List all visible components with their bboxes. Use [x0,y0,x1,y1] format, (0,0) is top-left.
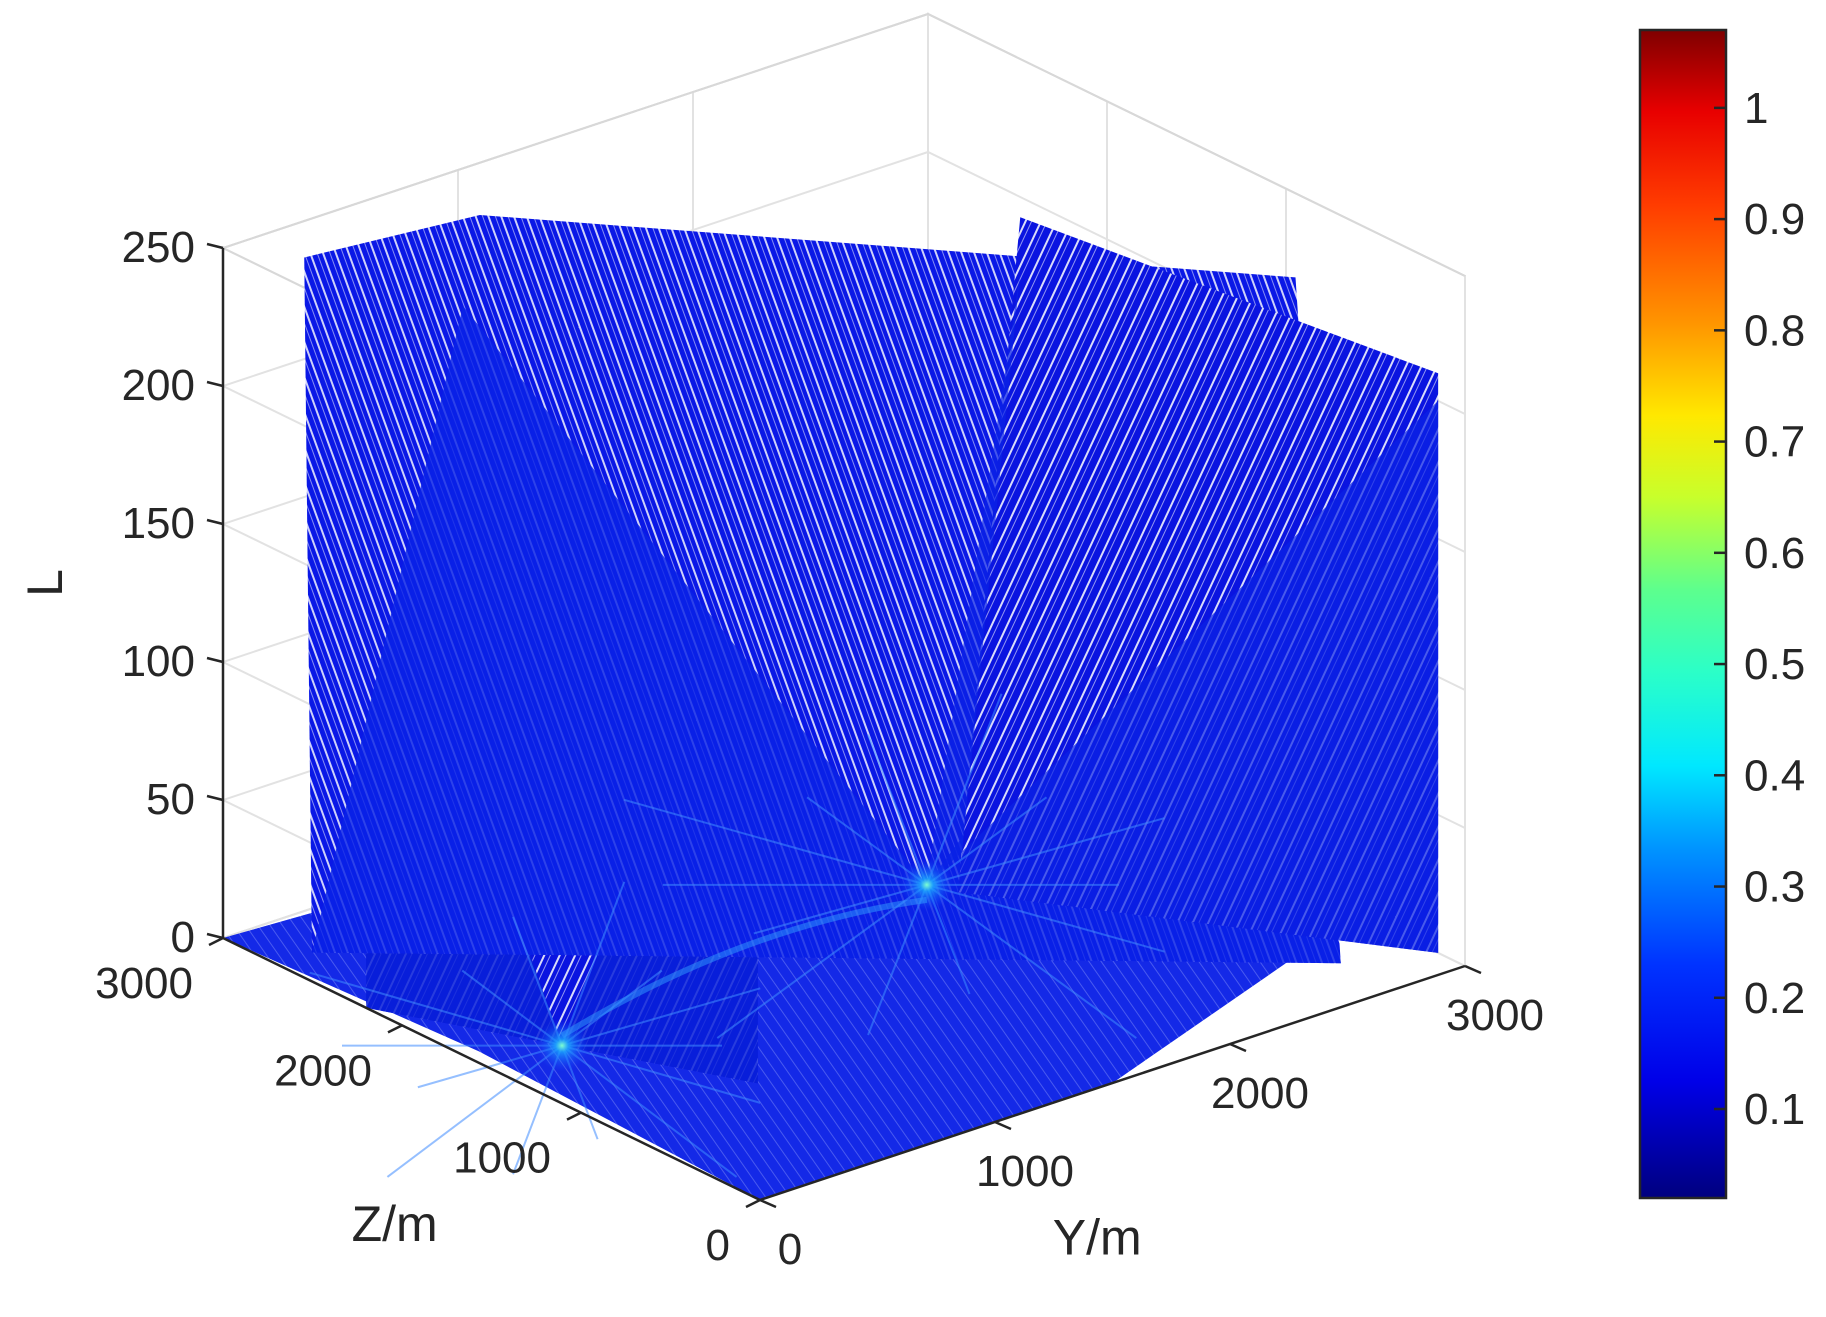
z-tick-label: 1000 [453,1134,551,1183]
l-tick [206,932,224,940]
axes-lines [221,248,1466,1202]
beam-b [925,693,1003,886]
y-axis-label: Y/m [1053,1210,1142,1266]
colorbar-gradient [1640,30,1726,1198]
z-tick-label: 2000 [274,1046,372,1095]
colorbar-tick-label: 0.7 [1744,418,1805,467]
l-tick [206,518,224,526]
y-axis-line [759,964,1466,1202]
colorbar: 0.1 0.2 0.3 0.4 0.5 0.6 0.7 0.8 0.9 1 [1638,28,1805,1200]
z-axis-line [222,936,761,1202]
colorbar-tick-label: 0.4 [1744,751,1805,800]
z-tick [566,1111,582,1121]
y-tick [994,1120,1012,1131]
colorbar-frame [1638,28,1728,1200]
colorbar-tick-label: 0.3 [1744,863,1805,912]
beam-a [386,1044,563,1178]
colorbar-tick-label: 0.6 [1744,529,1805,578]
beam-b [926,884,1137,1039]
colorbar-tick-label: 0.5 [1744,640,1805,689]
l-tick-label: 200 [122,361,195,410]
beam-b [753,883,928,935]
beam-a [309,971,563,1047]
colorbar-tick-label: 0.1 [1744,1085,1805,1134]
beam-b [926,817,1165,886]
y-tick-label: 1000 [976,1147,1074,1196]
y-tick [759,1198,777,1209]
hotspot-b [900,858,953,911]
data-slices [223,215,1439,1200]
colorbar-tick-label: 0.9 [1744,195,1805,244]
z-tick [387,1024,403,1034]
z-tick-label: 0 [706,1221,730,1270]
axes-ticks: 0501001502002500100020003000010002000300… [17,223,1544,1274]
beam-b [867,734,928,886]
floor-arc [560,896,928,1039]
colorbar-tick-label: 0.2 [1744,974,1805,1023]
z-tick [208,936,224,947]
l-axis-label: L [17,569,73,597]
beam-b [716,884,928,1039]
l-tick [206,656,224,664]
l-tick [206,242,224,250]
beam-a [561,881,626,1046]
beam-a [561,1044,761,1104]
beam-a [561,987,761,1047]
z-tick-label: 3000 [95,959,193,1008]
hotspot-a [536,1019,588,1072]
l-tick-label: 150 [122,499,195,548]
z-tick [745,1198,761,1209]
beam-b [623,798,928,886]
l-tick-label: 100 [122,637,195,686]
slice-right-core [926,272,1439,953]
y-tick [1464,964,1482,975]
z-axis-label: Z/m [352,1196,438,1252]
colorbar-tick-label: 1 [1744,84,1768,133]
l-tick [206,794,224,802]
y-tick-label: 2000 [1211,1069,1309,1118]
l-tick [206,380,224,388]
l-tick-label: 250 [122,223,195,272]
y-tick-label: 0 [778,1225,802,1274]
beam-b [926,883,1165,953]
y-tick-label: 3000 [1446,991,1544,1040]
l-tick-label: 0 [171,913,195,962]
beam-a [561,1044,738,1178]
y-tick [1229,1042,1247,1053]
l-tick-label: 50 [146,775,195,824]
colorbar-tick-label: 0.8 [1744,306,1805,355]
beam-b [867,884,928,1036]
